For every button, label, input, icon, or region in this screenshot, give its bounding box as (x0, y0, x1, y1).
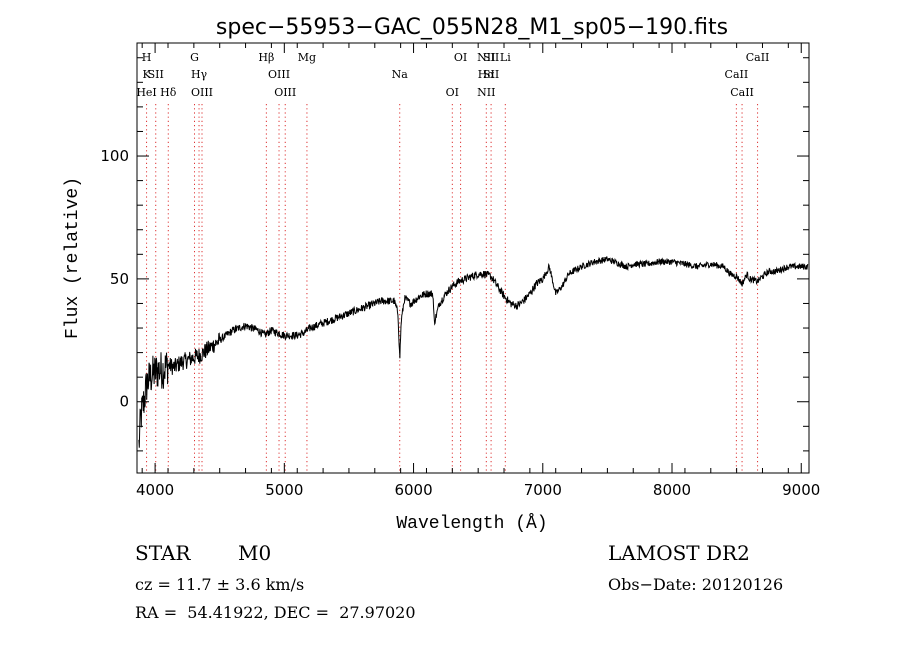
redshift-velocity: cz = 11.7 ± 3.6 km/s (135, 575, 305, 594)
x-tick-label: 9000 (782, 481, 820, 499)
line-label: H (142, 51, 152, 64)
line-label: OIII (268, 68, 290, 81)
line-label: CaII (725, 68, 749, 81)
spectrum-line (138, 256, 809, 448)
y-axis-label: Flux (relative) (63, 177, 83, 339)
line-label: SII (483, 51, 499, 64)
line-label: Hα (478, 68, 496, 81)
spectral-line-markers (146, 104, 759, 473)
x-tick-label: 6000 (394, 481, 432, 499)
line-label: SII (148, 68, 164, 81)
plot-frame (136, 42, 810, 474)
x-tick-label: 4000 (136, 481, 174, 499)
observation-date: Obs−Date: 20120126 (608, 575, 784, 594)
line-label: K (142, 68, 151, 81)
line-label: CaII (746, 51, 770, 64)
x-tick-label: 7000 (524, 481, 562, 499)
line-label: OI (454, 51, 467, 64)
line-label: OIII (274, 86, 296, 99)
spectral-line-labels: HK HeI SII Hδ G Hγ OIII Hβ OIII OIII Mg Na OI OI NII Hα… (136, 51, 769, 99)
y-tick-label: 0 (119, 393, 129, 411)
x-tick-label: 5000 (265, 481, 303, 499)
line-label: Hδ (160, 86, 177, 99)
line-label: OIII (191, 86, 213, 99)
x-axis-label: Wavelength (Å) (396, 513, 547, 534)
line-label: Li (500, 51, 511, 64)
line-label: Mg (298, 51, 316, 64)
line-label: NII (477, 51, 495, 64)
line-label: Na (392, 68, 409, 81)
sky-coordinates: RA = 54.41922, DEC = 27.97020 (135, 603, 416, 622)
chart-title: spec−55953−GAC_055N28_M1_sp05−190.fits (216, 15, 728, 40)
line-label: SII (483, 68, 499, 81)
line-label: G (190, 51, 199, 64)
y-tick-label: 100 (100, 147, 129, 165)
x-axis: 4000 5000 6000 7000 8000 9000 (136, 43, 820, 499)
survey-name: LAMOST DR2 (608, 541, 750, 565)
object-type: STAR (135, 541, 191, 565)
line-label: OI (446, 86, 459, 99)
line-label: Hγ (191, 68, 208, 81)
object-subclass: M0 (238, 541, 272, 565)
line-label: CaII (730, 86, 754, 99)
y-axis: 0 50 100 (100, 57, 809, 452)
line-label: HeI (136, 86, 156, 99)
line-label: NII (477, 86, 495, 99)
y-tick-label: 50 (110, 270, 129, 288)
line-label: Hβ (258, 51, 274, 64)
x-tick-label: 8000 (653, 481, 691, 499)
